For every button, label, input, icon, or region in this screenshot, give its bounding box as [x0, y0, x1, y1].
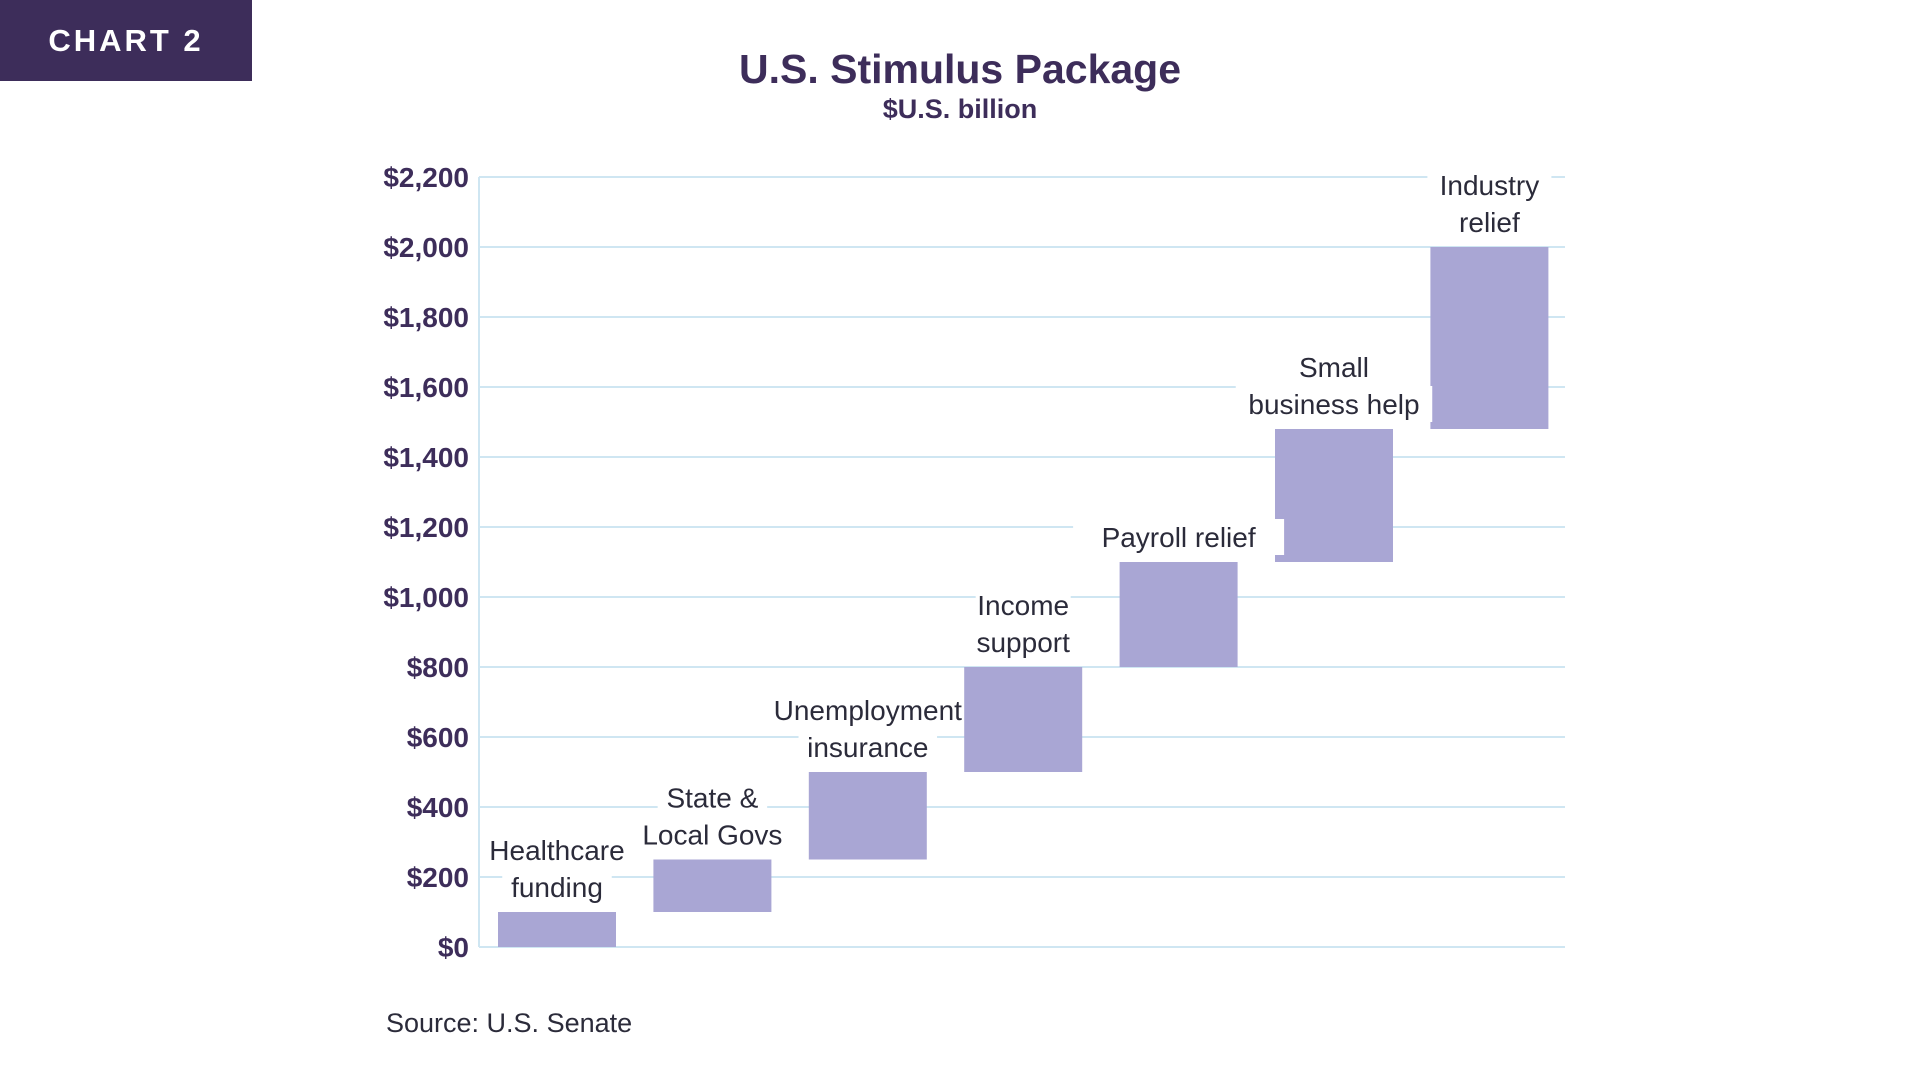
y-tick-label: $200 [407, 862, 469, 893]
y-tick-label: $1,000 [383, 582, 469, 613]
y-tick-label: $1,200 [383, 512, 469, 543]
y-tick-label: $1,800 [383, 302, 469, 333]
y-tick-label: $400 [407, 792, 469, 823]
chart-number-badge: CHART 2 [0, 0, 252, 81]
category-label: Local Govs [642, 820, 782, 851]
category-label: Small [1299, 352, 1369, 383]
category-label-bg [1441, 204, 1537, 240]
category-label: Income [977, 590, 1069, 621]
category-label-bg [1427, 167, 1552, 203]
category-label: insurance [807, 732, 928, 763]
category-label: business help [1248, 389, 1419, 420]
chart-title: U.S. Stimulus Package [738, 46, 1182, 92]
category-labels: Healthcare funding State & Local Govs Unempl… [480, 167, 1552, 905]
category-label-bg [635, 816, 789, 853]
y-tick-label: $600 [407, 722, 469, 753]
category-label: Payroll relief [1102, 522, 1256, 553]
bar [653, 859, 772, 912]
category-label-bg [1073, 519, 1285, 555]
chart-number-label: CHART 2 [48, 22, 204, 58]
bar [964, 667, 1083, 772]
y-tick-label: $800 [407, 652, 469, 683]
chart-subtitle: $U.S. billion [882, 94, 1038, 124]
category-label: support [976, 627, 1070, 658]
category-label-bg [968, 624, 1078, 660]
category-label-bg [657, 779, 768, 816]
source-note: Source: U.S. Senate [386, 1008, 633, 1038]
category-label: funding [511, 872, 603, 903]
category-label-bg [502, 869, 612, 905]
category-label: Industry [1440, 170, 1540, 201]
bar [1275, 429, 1393, 562]
y-tick-label: $2,000 [383, 232, 469, 263]
y-tick-label: $1,400 [383, 442, 469, 473]
bar [808, 772, 927, 860]
category-label: relief [1459, 207, 1520, 238]
bar [498, 912, 616, 947]
category-label: Healthcare [489, 835, 624, 866]
y-tick-label: $0 [438, 932, 469, 963]
bar [1119, 562, 1238, 667]
y-tick-label: $2,200 [383, 162, 469, 193]
category-label-bg [975, 587, 1071, 623]
category-label-bg [1293, 349, 1375, 385]
bar [1430, 247, 1549, 429]
category-label: Unemployment [774, 695, 963, 726]
category-label-bg [1235, 386, 1433, 422]
y-axis: $0 $200 $400 $600 $800 $1,000 $1,200 $1,400 $1,6… [383, 162, 480, 963]
bars [498, 247, 1549, 947]
category-label-bg [798, 729, 938, 765]
y-tick-label: $1,600 [383, 372, 469, 403]
category-label: State & [666, 783, 758, 814]
category-label-bg [480, 832, 634, 868]
category-label-bg [776, 692, 959, 728]
